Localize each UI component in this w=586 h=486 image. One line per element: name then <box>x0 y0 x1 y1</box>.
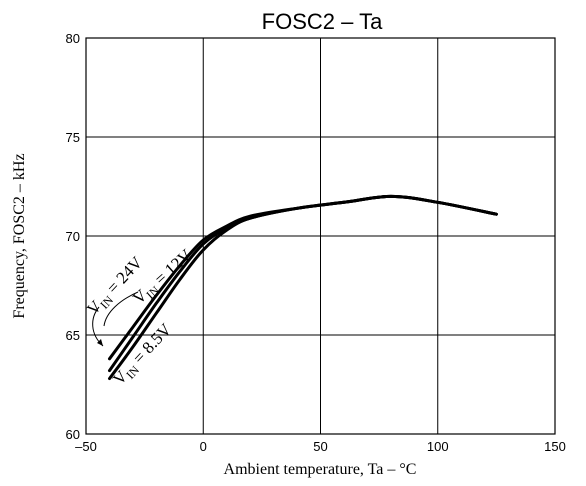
series-curves <box>108 194 498 381</box>
plot-frame <box>85 37 556 435</box>
annotation-vin-24v: VIN = 24V <box>83 252 149 320</box>
x-tick-label: 0 <box>200 439 207 454</box>
annotation-arrow-24v <box>92 306 104 347</box>
x-tick-label: 150 <box>544 439 566 454</box>
x-tick-label: –50 <box>75 439 97 454</box>
x-tick-label: 100 <box>427 439 449 454</box>
x-tick-label: 50 <box>313 439 327 454</box>
grid-lines <box>86 38 555 434</box>
series-line-2 <box>108 194 498 381</box>
y-tick-label: 60 <box>66 427 80 442</box>
tick-labels: –50 0 50 100 150 60 65 70 75 80 <box>66 31 566 454</box>
y-tick-label: 65 <box>66 328 80 343</box>
y-tick-label: 80 <box>66 31 80 46</box>
y-tick-label: 75 <box>66 130 80 145</box>
x-axis-label: Ambient temperature, Ta – °C <box>224 461 417 478</box>
annotation-arrow-12v <box>103 291 139 327</box>
chart-title: FOSC2 – Ta <box>262 9 383 34</box>
y-axis-label: Frequency, FOSC2 – kHz <box>11 153 28 318</box>
y-tick-label: 70 <box>66 229 80 244</box>
